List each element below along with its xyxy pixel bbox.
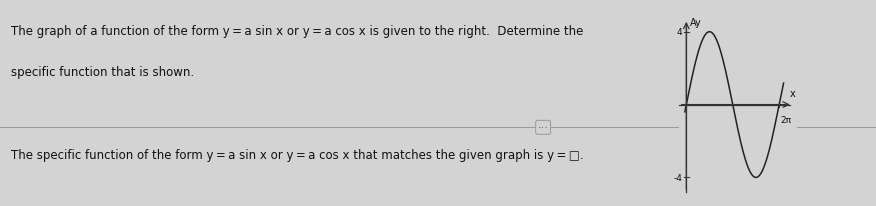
Text: 4: 4 [677, 28, 682, 37]
Text: The graph of a function of the form y = a sin x or y = a cos x is given to the r: The graph of a function of the form y = … [11, 25, 583, 38]
Text: Ay: Ay [690, 18, 702, 28]
Text: specific function that is shown.: specific function that is shown. [11, 66, 194, 79]
Text: The specific function of the form y = a sin x or y = a cos x that matches the gi: The specific function of the form y = a … [11, 148, 583, 161]
Text: -4: -4 [674, 173, 682, 182]
Text: x: x [790, 89, 795, 99]
Text: ···: ··· [538, 123, 548, 133]
Text: 2π: 2π [781, 116, 792, 125]
